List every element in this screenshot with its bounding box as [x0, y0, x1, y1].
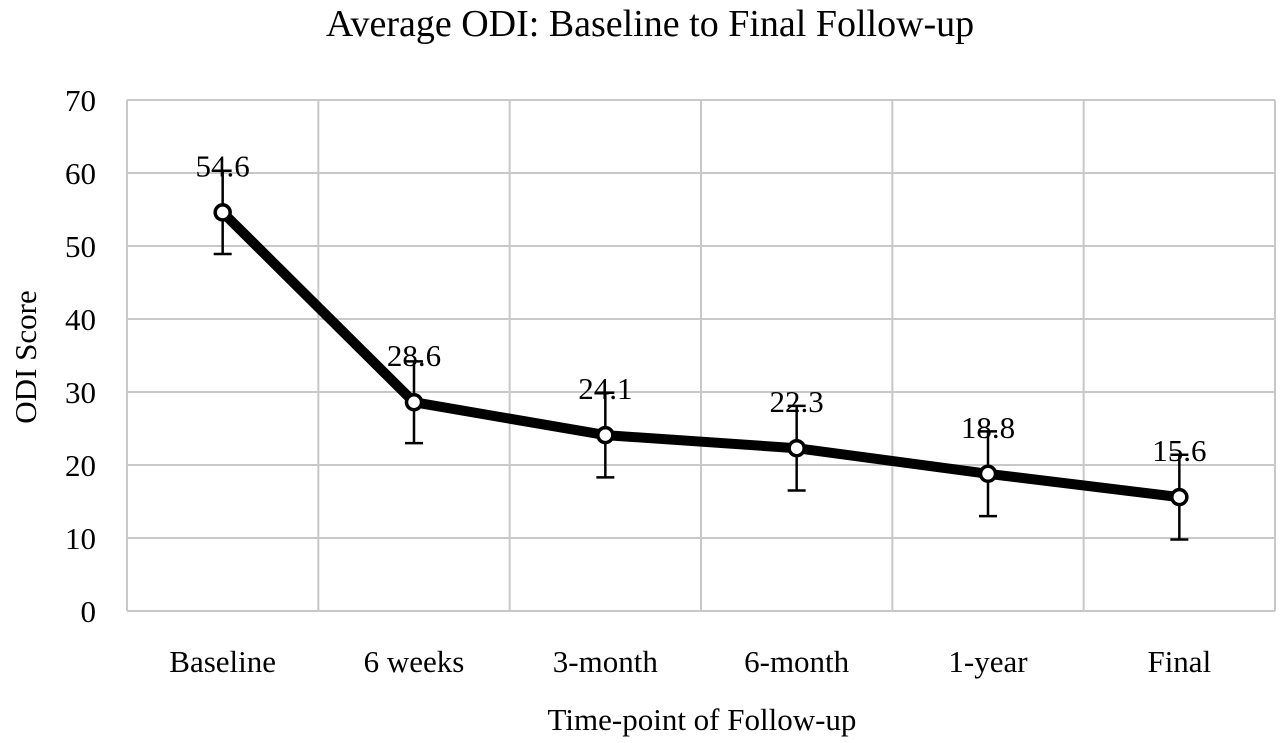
data-labels: 54.6 28.6 24.1 22.3 18.8 15.6 [196, 148, 1207, 468]
y-tick-label: 50 [65, 229, 96, 264]
series-line [217, 207, 1185, 503]
x-tick-label: 6-month [744, 644, 850, 679]
data-point [404, 392, 424, 412]
data-label: 18.8 [961, 410, 1015, 445]
y-axis-title: ODI Score [8, 290, 43, 423]
x-tick-label: 3-month [553, 644, 659, 679]
x-tick-label: 6 weeks [364, 644, 465, 679]
y-tick-label: 70 [65, 83, 96, 118]
data-point [978, 464, 998, 484]
gridlines [126, 99, 1276, 612]
data-label: 54.6 [196, 148, 250, 183]
y-tick-label: 20 [65, 448, 96, 483]
x-axis-ticks: Baseline 6 weeks 3-month 6-month 1-year Final [169, 644, 1211, 679]
data-point [596, 425, 615, 445]
data-point [787, 438, 806, 458]
x-tick-label: 1-year [948, 644, 1028, 679]
y-tick-label: 0 [81, 594, 97, 629]
y-tick-label: 60 [65, 156, 96, 191]
chart-title: Average ODI: Baseline to Final Follow-up [326, 3, 974, 45]
x-axis-title: Time-point of Follow-up [548, 702, 857, 737]
data-label: 22.3 [770, 384, 824, 419]
data-label: 28.6 [387, 338, 441, 373]
x-tick-label: Final [1147, 644, 1211, 679]
data-label: 24.1 [578, 371, 632, 406]
data-label: 15.6 [1152, 433, 1206, 468]
data-point [213, 203, 232, 222]
x-tick-label: Baseline [169, 644, 276, 679]
y-tick-label: 30 [65, 375, 96, 410]
markers [213, 203, 1189, 507]
y-axis-ticks: 0 10 20 30 40 50 60 70 [65, 83, 96, 629]
data-point [1170, 487, 1189, 507]
y-tick-label: 40 [65, 302, 96, 337]
y-tick-label: 10 [65, 521, 96, 556]
